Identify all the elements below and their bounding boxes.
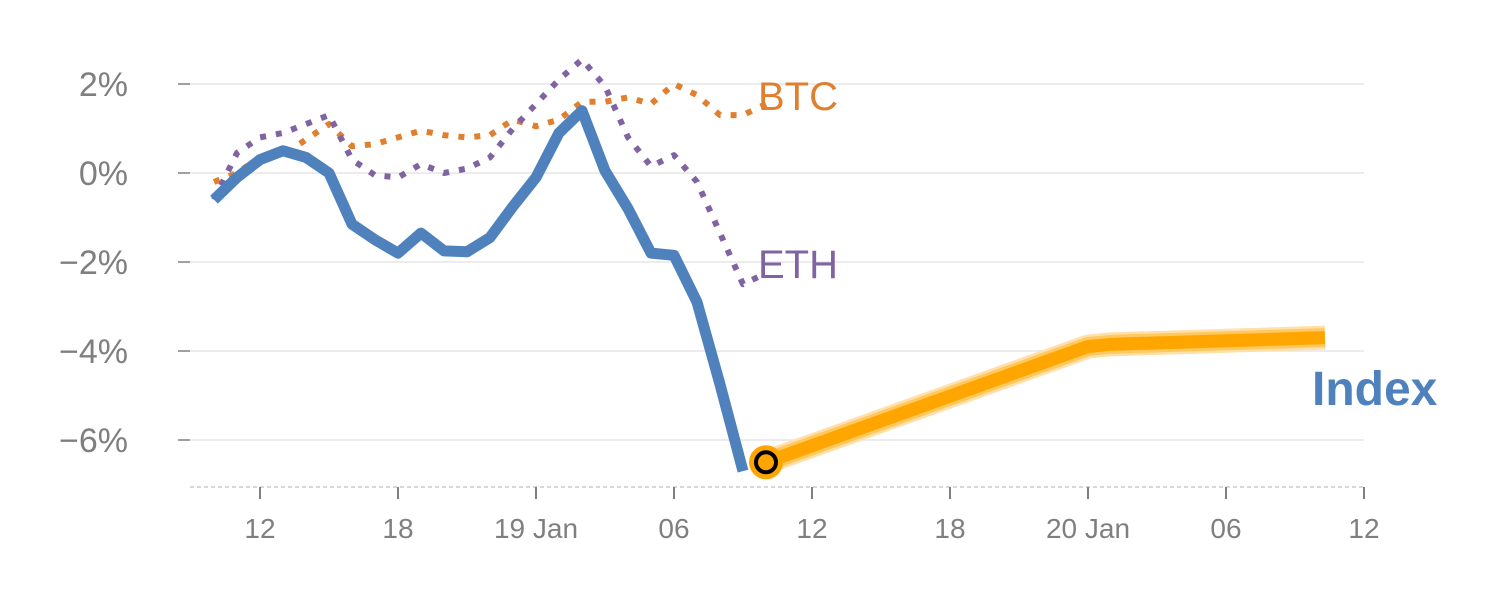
series-btc-point (489, 134, 491, 136)
series-eth-point (374, 174, 376, 176)
series-index-point (305, 156, 307, 158)
series-eth-point (581, 59, 583, 61)
series-index-forecast-line (763, 331, 1326, 469)
series-index-point (374, 239, 376, 241)
series-index-point (512, 205, 514, 207)
series-eth-point (397, 176, 399, 178)
series-index-point (351, 223, 353, 225)
axes: 2% 0% −2% −4% −6% 12 18 19 Jan 06 12 18 20 Jan 06 12 (59, 66, 1380, 544)
label-eth: ETH (758, 243, 838, 287)
series-btc-point (696, 94, 698, 96)
series-index-forecast-point (1324, 337, 1326, 339)
series-btc-point (328, 123, 330, 125)
series-index-point (443, 250, 445, 252)
series-index-point (558, 132, 560, 134)
series-eth-point (328, 114, 330, 116)
series-index-point (282, 150, 284, 152)
series-index-point (466, 251, 468, 253)
x-tick-label: 18 (382, 513, 413, 544)
series-eth-point (558, 79, 560, 81)
series-btc-point (650, 103, 652, 105)
series-btc-point (719, 114, 721, 116)
series-btc-point (535, 125, 537, 127)
series-index-point (328, 172, 330, 174)
x-tick-label: 12 (1348, 513, 1379, 544)
series-index-point (420, 232, 422, 234)
label-index: Index (1312, 363, 1438, 416)
series-btc-point (512, 119, 514, 121)
series-eth-point (604, 85, 606, 87)
series-eth-point (512, 128, 514, 130)
series-btc-point (627, 96, 629, 98)
series-index-point (650, 252, 652, 254)
series-btc-point (558, 119, 560, 121)
y-tick-label: 2% (79, 66, 128, 104)
series-eth-point (489, 156, 491, 158)
x-tick-label: 18 (934, 513, 965, 544)
x-tick-label: 12 (244, 513, 275, 544)
series-eth-point (466, 168, 468, 170)
y-tick-label: −6% (59, 422, 128, 460)
series-eth-point (351, 159, 353, 161)
series-btc-point (443, 134, 445, 136)
series-index-point (696, 301, 698, 303)
series-eth-point (627, 136, 629, 138)
series-eth-point (696, 181, 698, 183)
y-tick-label: −4% (59, 333, 128, 371)
series-index-point (604, 170, 606, 172)
series-btc-point (213, 181, 215, 183)
series-index-point (742, 470, 744, 472)
y-tick-label: −2% (59, 244, 128, 282)
y-tick-label: 0% (79, 155, 128, 193)
series-btc-point (305, 139, 307, 141)
series-btc-point (420, 130, 422, 132)
series-index-point (673, 254, 675, 256)
series-btc-point (581, 101, 583, 103)
series-eth-point (420, 163, 422, 165)
series-eth-point (236, 152, 238, 154)
series-eth-point (673, 154, 675, 156)
series-index-point (397, 252, 399, 254)
series-index-point (259, 159, 261, 161)
series-eth-point (742, 283, 744, 285)
series-eth-point (282, 132, 284, 134)
series-eth-point (535, 103, 537, 105)
series-eth-line (211, 56, 768, 288)
series-btc-point (374, 143, 376, 145)
series-index-forecast-point (1110, 343, 1112, 345)
series-btc-point (466, 136, 468, 138)
series-btc-point (351, 145, 353, 147)
label-btc: BTC (758, 75, 838, 119)
marker-point (754, 450, 778, 475)
series-eth-point (305, 123, 307, 125)
series-btc-point (742, 114, 744, 116)
series-index-point (535, 176, 537, 178)
series-index-point (719, 383, 721, 385)
x-tick-label: 20 Jan (1046, 513, 1130, 544)
series-btc-point (673, 83, 675, 85)
series-index-point (627, 208, 629, 210)
series-eth-point (443, 172, 445, 174)
series-index-line (210, 105, 749, 473)
series-eth-point (259, 136, 261, 138)
x-tick-label: 06 (1210, 513, 1241, 544)
series-index-point (581, 110, 583, 112)
x-tick-label: 12 (796, 513, 827, 544)
series-index-forecast-point (1087, 346, 1089, 348)
series-btc-point (397, 136, 399, 138)
series-index-point (213, 199, 215, 201)
series-eth-point (650, 165, 652, 167)
series-eth-point (719, 232, 721, 234)
series-index-point (489, 237, 491, 239)
x-tick-label: 06 (658, 513, 689, 544)
series (210, 56, 1326, 480)
series-btc-point (604, 101, 606, 103)
x-tick-label: 19 Jan (494, 513, 578, 544)
series-index-point (236, 176, 238, 178)
